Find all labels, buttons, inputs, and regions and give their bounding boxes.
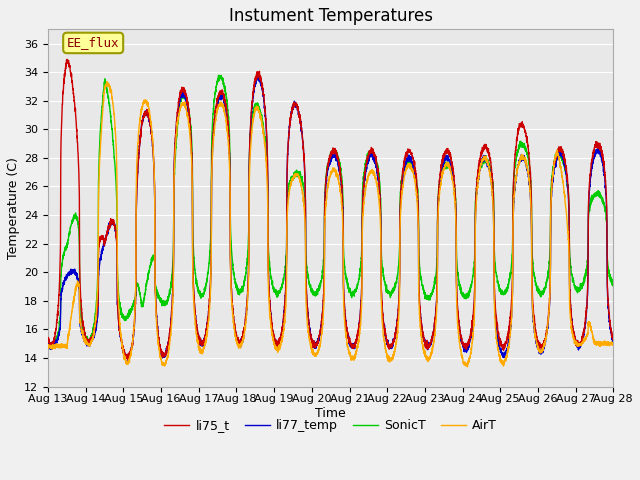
li77_temp [310,343,317,349]
Line: li77_temp: li77_temp [48,75,613,360]
SonicT [609,282,616,288]
li75_t [609,333,616,339]
li75_t [609,336,617,342]
AirT [103,79,111,84]
li75_t [124,357,131,363]
AirT [463,364,471,370]
SonicT [458,289,465,295]
X-axis label: Time: Time [316,407,346,420]
SonicT [490,196,497,202]
li77_temp [458,338,465,344]
li75_t [63,57,71,62]
SonicT [310,290,317,296]
Line: SonicT: SonicT [48,75,613,348]
li75_t [458,336,465,342]
Line: li75_t: li75_t [48,60,613,360]
AirT [609,341,617,347]
li75_t [44,335,52,340]
AirT [44,342,52,348]
SonicT [47,346,54,351]
li75_t [490,207,497,213]
AirT [609,342,616,348]
SonicT [146,264,154,270]
li75_t [426,340,434,346]
Line: AirT: AirT [48,82,613,367]
Title: Instument Temperatures: Instument Temperatures [228,7,433,25]
SonicT [216,72,223,78]
SonicT [609,283,617,289]
li77_temp [609,340,617,346]
li77_temp [253,72,261,78]
Legend: li75_t, li77_temp, SonicT, AirT: li75_t, li77_temp, SonicT, AirT [159,415,502,437]
SonicT [426,295,434,301]
AirT [426,355,434,360]
li77_temp [609,339,616,345]
AirT [146,109,154,115]
li77_temp [124,357,132,363]
Y-axis label: Temperature (C): Temperature (C) [7,157,20,259]
li77_temp [490,219,497,225]
li75_t [146,120,154,125]
AirT [490,220,497,226]
SonicT [44,339,52,345]
Text: EE_flux: EE_flux [67,36,120,49]
li77_temp [426,342,434,348]
li75_t [310,343,317,349]
li77_temp [44,342,52,348]
li77_temp [146,121,154,127]
AirT [458,353,465,359]
AirT [310,350,317,356]
